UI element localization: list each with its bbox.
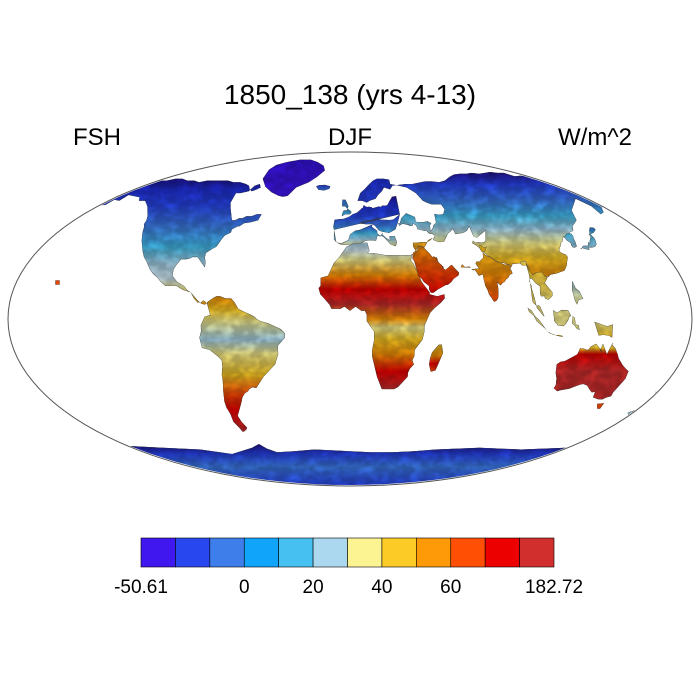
svg-text:40: 40	[371, 577, 392, 598]
svg-text:60: 60	[440, 577, 461, 598]
svg-text:0: 0	[239, 577, 250, 598]
svg-text:-50.61: -50.61	[114, 577, 168, 598]
svg-text:20: 20	[303, 577, 324, 598]
svg-text:182.72: 182.72	[525, 577, 583, 598]
